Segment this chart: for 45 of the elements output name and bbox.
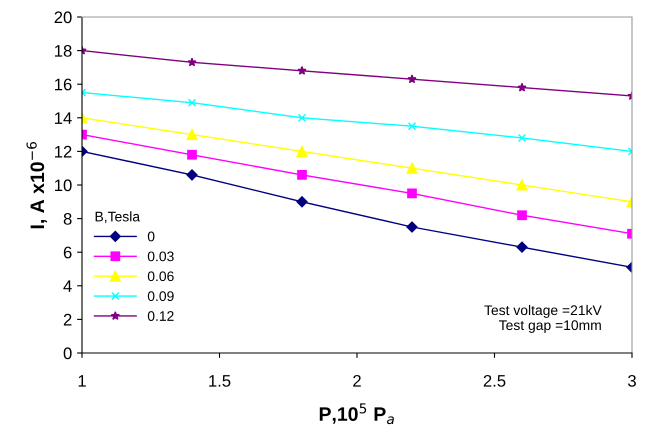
point [296, 146, 308, 157]
x-axis-title: P,10$^{5}$ P$_{a}$ [320, 403, 394, 424]
point [187, 58, 197, 66]
y-tick-label: 18 [55, 45, 72, 57]
y-tick-label: 2 [64, 314, 72, 326]
point [407, 74, 417, 84]
y-tick-label: 16 [55, 78, 72, 90]
annotation: Test voltage =21kV Test gap =10mm [484, 304, 602, 333]
point [188, 98, 196, 107]
x-tick-label: 1 [78, 375, 86, 387]
x-tick-label: 2.5 [484, 374, 506, 387]
y-tick-label: 14 [55, 112, 72, 124]
legend-label: 0.06 [148, 271, 174, 282]
point [518, 134, 526, 142]
x-tick-label: 2 [353, 374, 361, 387]
y-tick-label: 8 [64, 213, 72, 225]
point [517, 82, 527, 92]
y-tick-label: 12 [55, 146, 72, 158]
legend-label: 0.03 [148, 251, 174, 262]
point [296, 196, 308, 208]
point [407, 188, 417, 198]
y-axis-title: I, A x10$^{−6}$ [26, 142, 48, 228]
point [298, 114, 306, 122]
x-tick-label: 1.5 [209, 375, 230, 387]
point [516, 242, 528, 253]
y-tick-label: 10 [55, 179, 72, 192]
y-tick-label: 20 [54, 11, 72, 24]
legend-label: 0.09 [148, 291, 174, 302]
point [516, 179, 528, 191]
point [408, 122, 416, 130]
y-tick-label: 6 [64, 246, 72, 258]
x-tick-label: 3 [628, 374, 636, 387]
point [406, 221, 418, 233]
legend-title: B,Tesla [96, 211, 140, 224]
point [187, 150, 197, 160]
point [517, 210, 527, 220]
legend-label: 0 [148, 232, 154, 242]
legend-label: 0.12 [148, 311, 174, 321]
point [406, 162, 418, 174]
y-tick-label: 0 [64, 347, 72, 360]
y-tick-label: 4 [63, 280, 72, 292]
point [186, 129, 198, 140]
point [297, 170, 307, 180]
point [186, 169, 198, 181]
point [297, 66, 307, 75]
